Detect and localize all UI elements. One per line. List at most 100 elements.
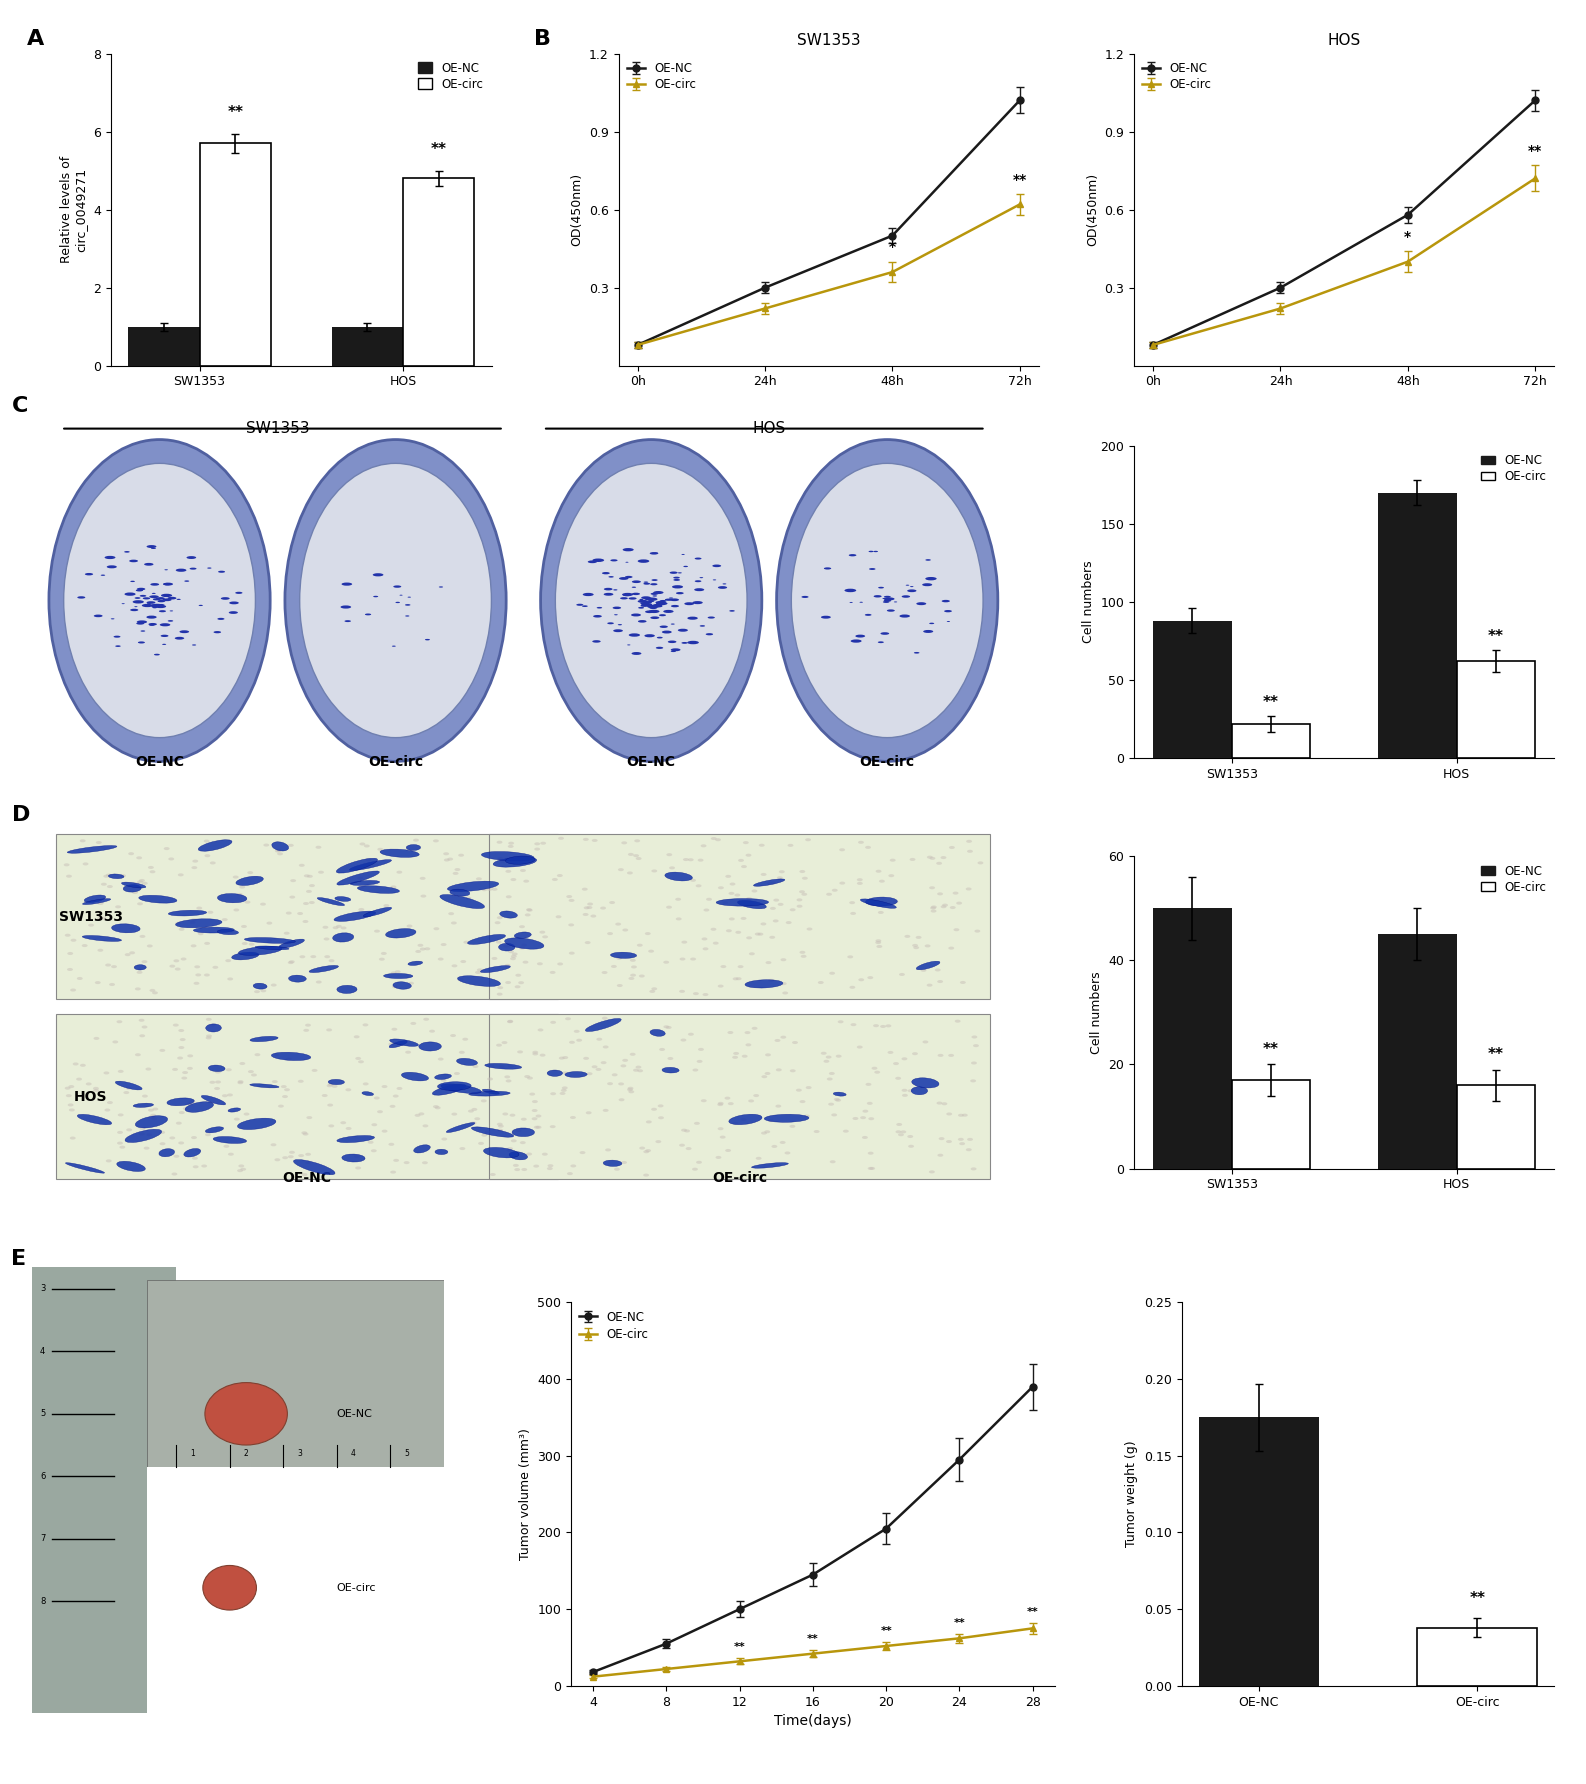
Text: E: E [11, 1249, 27, 1268]
Ellipse shape [647, 598, 653, 599]
Ellipse shape [948, 1054, 955, 1056]
Ellipse shape [306, 1161, 311, 1163]
Title: SW1353: SW1353 [796, 34, 861, 48]
Ellipse shape [601, 970, 607, 974]
Ellipse shape [730, 1115, 761, 1124]
Bar [32, 1267, 176, 1713]
Ellipse shape [745, 855, 752, 856]
Ellipse shape [235, 592, 243, 594]
Ellipse shape [899, 614, 910, 617]
Ellipse shape [663, 610, 674, 614]
Ellipse shape [582, 592, 593, 596]
Ellipse shape [663, 1026, 669, 1028]
Ellipse shape [219, 571, 225, 573]
Ellipse shape [644, 601, 652, 603]
Ellipse shape [745, 1044, 752, 1047]
Ellipse shape [752, 1163, 788, 1169]
Ellipse shape [487, 888, 493, 890]
Ellipse shape [439, 894, 485, 908]
Ellipse shape [106, 566, 117, 569]
Ellipse shape [371, 1124, 377, 1126]
Ellipse shape [847, 956, 853, 958]
Ellipse shape [587, 1072, 593, 1076]
Legend: OE-NC, OE-circ: OE-NC, OE-circ [625, 59, 698, 93]
Ellipse shape [520, 1142, 525, 1144]
Ellipse shape [503, 946, 509, 947]
Ellipse shape [159, 1049, 165, 1053]
Ellipse shape [143, 1095, 147, 1097]
Ellipse shape [249, 942, 255, 946]
Ellipse shape [511, 954, 517, 958]
Ellipse shape [631, 580, 641, 583]
Ellipse shape [617, 956, 622, 960]
Ellipse shape [301, 1174, 308, 1176]
Ellipse shape [769, 937, 776, 938]
Ellipse shape [460, 1147, 465, 1151]
Ellipse shape [566, 896, 573, 897]
Ellipse shape [70, 1136, 76, 1140]
Ellipse shape [271, 842, 289, 851]
Ellipse shape [730, 917, 734, 921]
Ellipse shape [527, 1076, 533, 1079]
Ellipse shape [438, 1058, 444, 1061]
Ellipse shape [374, 929, 381, 933]
Ellipse shape [603, 573, 609, 574]
Ellipse shape [538, 962, 542, 965]
Ellipse shape [496, 940, 501, 944]
Ellipse shape [517, 1051, 523, 1053]
Y-axis label: Tumor volume (mm³): Tumor volume (mm³) [519, 1429, 531, 1559]
Text: SW1353: SW1353 [246, 421, 309, 437]
Ellipse shape [78, 1115, 111, 1124]
Ellipse shape [527, 908, 533, 912]
Ellipse shape [974, 1044, 979, 1047]
Ellipse shape [506, 871, 511, 872]
Ellipse shape [728, 892, 734, 896]
Ellipse shape [849, 555, 856, 557]
Ellipse shape [482, 888, 487, 892]
Ellipse shape [893, 1061, 899, 1065]
Ellipse shape [761, 1076, 768, 1078]
Ellipse shape [696, 885, 701, 887]
Ellipse shape [385, 929, 416, 938]
Ellipse shape [468, 1110, 474, 1113]
Ellipse shape [550, 1092, 557, 1095]
Ellipse shape [498, 1065, 504, 1069]
Ellipse shape [192, 860, 198, 863]
Ellipse shape [238, 946, 282, 954]
Ellipse shape [435, 1106, 441, 1110]
Ellipse shape [641, 603, 652, 607]
Ellipse shape [555, 915, 561, 919]
Ellipse shape [89, 924, 94, 926]
Ellipse shape [236, 894, 243, 896]
Ellipse shape [203, 1566, 257, 1609]
Ellipse shape [860, 899, 896, 908]
Text: **: ** [953, 1618, 966, 1627]
Ellipse shape [929, 856, 936, 860]
Ellipse shape [106, 874, 111, 876]
Ellipse shape [936, 862, 942, 865]
Ellipse shape [206, 1037, 211, 1040]
Ellipse shape [860, 1117, 866, 1119]
Ellipse shape [669, 571, 677, 574]
Ellipse shape [198, 933, 203, 935]
Ellipse shape [717, 1103, 723, 1106]
Ellipse shape [531, 1110, 538, 1111]
Ellipse shape [485, 1063, 522, 1069]
Ellipse shape [917, 603, 926, 605]
Ellipse shape [178, 1056, 182, 1060]
Ellipse shape [113, 1040, 119, 1044]
Ellipse shape [519, 981, 523, 985]
Ellipse shape [433, 1104, 439, 1108]
Ellipse shape [106, 885, 113, 888]
Ellipse shape [883, 599, 891, 601]
Ellipse shape [771, 1145, 777, 1147]
Ellipse shape [950, 906, 956, 910]
Ellipse shape [452, 965, 457, 967]
Ellipse shape [124, 592, 136, 596]
Text: 5: 5 [40, 1409, 46, 1418]
Ellipse shape [539, 931, 546, 933]
Ellipse shape [344, 621, 351, 623]
Ellipse shape [601, 1017, 607, 1020]
Ellipse shape [755, 1156, 761, 1160]
Text: B: B [534, 29, 552, 48]
